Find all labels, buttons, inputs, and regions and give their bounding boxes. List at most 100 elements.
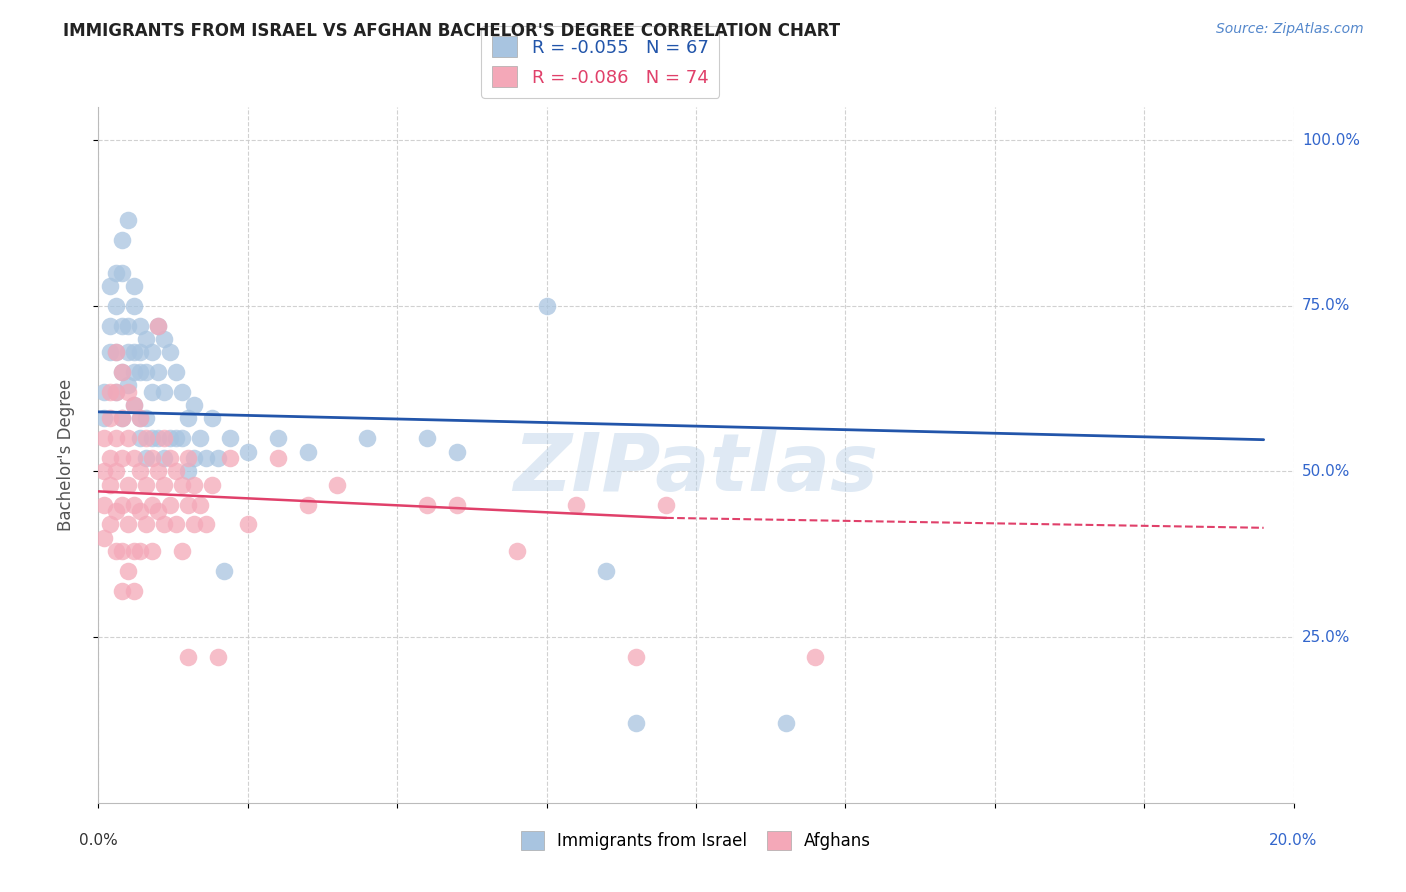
- Point: [117, 378, 139, 392]
- Point: [105, 384, 128, 399]
- Point: [626, 716, 648, 731]
- Point: [111, 365, 134, 379]
- Point: [446, 498, 468, 512]
- Point: [148, 465, 170, 479]
- Point: [124, 279, 146, 293]
- Point: [141, 451, 163, 466]
- Point: [172, 431, 194, 445]
- Point: [159, 431, 181, 445]
- Point: [297, 444, 319, 458]
- Point: [111, 583, 134, 598]
- Point: [111, 544, 134, 558]
- Point: [177, 411, 200, 425]
- Point: [129, 465, 152, 479]
- Point: [219, 451, 242, 466]
- Point: [105, 465, 128, 479]
- Point: [177, 465, 200, 479]
- Point: [129, 345, 152, 359]
- Point: [177, 451, 200, 466]
- Point: [141, 431, 163, 445]
- Point: [267, 451, 290, 466]
- Point: [201, 477, 224, 491]
- Point: [135, 365, 157, 379]
- Point: [165, 365, 187, 379]
- Point: [111, 411, 134, 425]
- Point: [129, 431, 152, 445]
- Text: 0.0%: 0.0%: [79, 833, 118, 848]
- Point: [141, 345, 163, 359]
- Point: [98, 477, 122, 491]
- Point: [148, 504, 170, 518]
- Point: [124, 398, 146, 412]
- Point: [105, 384, 128, 399]
- Point: [98, 411, 122, 425]
- Point: [506, 544, 529, 558]
- Point: [105, 544, 128, 558]
- Point: [129, 411, 152, 425]
- Point: [159, 345, 181, 359]
- Y-axis label: Bachelor's Degree: Bachelor's Degree: [56, 379, 75, 531]
- Point: [236, 444, 259, 458]
- Point: [129, 318, 152, 333]
- Point: [804, 650, 827, 665]
- Point: [188, 431, 211, 445]
- Point: [356, 431, 378, 445]
- Point: [195, 517, 218, 532]
- Point: [148, 431, 170, 445]
- Point: [595, 564, 617, 578]
- Point: [207, 451, 229, 466]
- Point: [124, 451, 146, 466]
- Point: [117, 477, 139, 491]
- Text: 100.0%: 100.0%: [1302, 133, 1360, 148]
- Point: [183, 477, 205, 491]
- Text: IMMIGRANTS FROM ISRAEL VS AFGHAN BACHELOR'S DEGREE CORRELATION CHART: IMMIGRANTS FROM ISRAEL VS AFGHAN BACHELO…: [63, 22, 841, 40]
- Point: [129, 544, 152, 558]
- Point: [153, 431, 176, 445]
- Point: [165, 517, 187, 532]
- Text: ZIPatlas: ZIPatlas: [513, 430, 879, 508]
- Point: [93, 411, 115, 425]
- Point: [105, 504, 128, 518]
- Point: [188, 498, 211, 512]
- Text: 50.0%: 50.0%: [1302, 464, 1350, 479]
- Point: [141, 384, 163, 399]
- Point: [183, 517, 205, 532]
- Point: [98, 345, 122, 359]
- Point: [124, 544, 146, 558]
- Point: [267, 431, 290, 445]
- Point: [93, 384, 115, 399]
- Point: [565, 498, 588, 512]
- Point: [117, 384, 139, 399]
- Point: [236, 517, 259, 532]
- Point: [117, 517, 139, 532]
- Point: [93, 465, 115, 479]
- Point: [183, 451, 205, 466]
- Point: [124, 398, 146, 412]
- Point: [446, 444, 468, 458]
- Point: [117, 318, 139, 333]
- Point: [129, 411, 152, 425]
- Point: [297, 498, 319, 512]
- Point: [98, 451, 122, 466]
- Legend: Immigrants from Israel, Afghans: Immigrants from Israel, Afghans: [515, 824, 877, 857]
- Point: [98, 279, 122, 293]
- Point: [93, 498, 115, 512]
- Point: [111, 318, 134, 333]
- Point: [195, 451, 218, 466]
- Point: [124, 365, 146, 379]
- Point: [135, 431, 157, 445]
- Point: [201, 411, 224, 425]
- Point: [135, 411, 157, 425]
- Point: [93, 531, 115, 545]
- Point: [141, 498, 163, 512]
- Point: [124, 299, 146, 313]
- Point: [129, 365, 152, 379]
- Point: [207, 650, 229, 665]
- Point: [98, 517, 122, 532]
- Point: [153, 517, 176, 532]
- Point: [117, 345, 139, 359]
- Point: [135, 451, 157, 466]
- Point: [165, 465, 187, 479]
- Point: [165, 431, 187, 445]
- Point: [105, 299, 128, 313]
